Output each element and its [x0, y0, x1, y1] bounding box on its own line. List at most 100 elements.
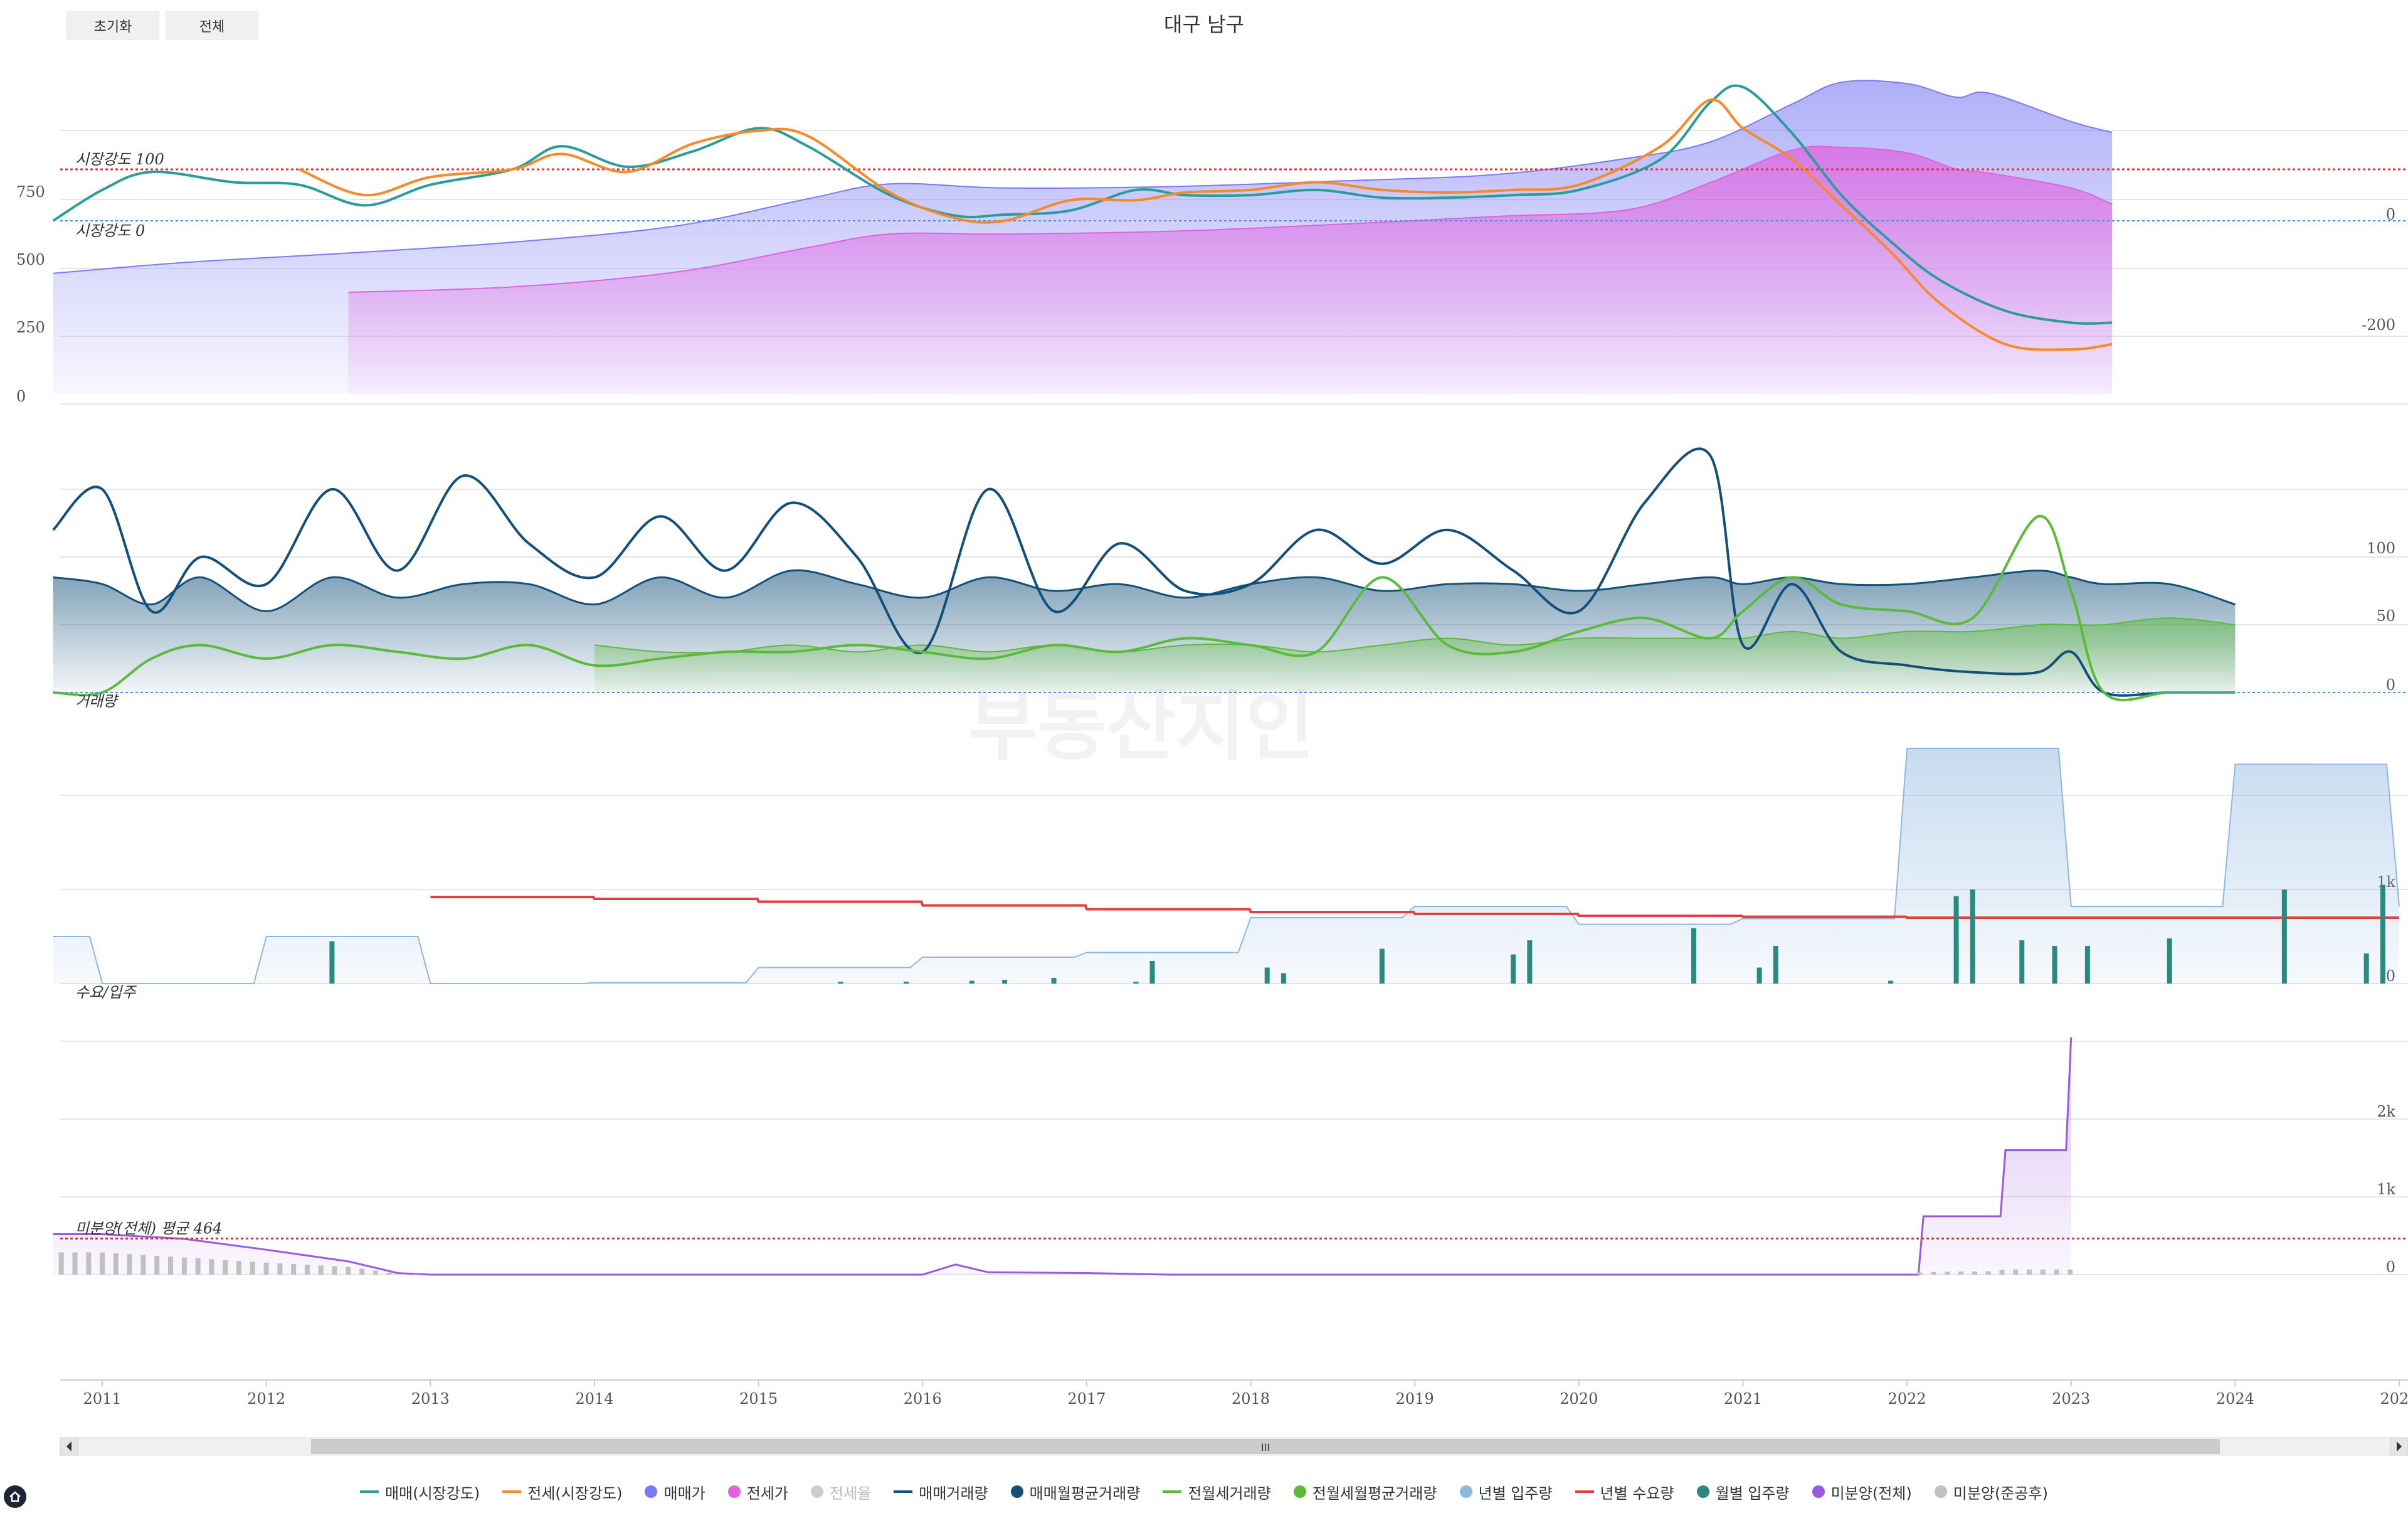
- monthly-supply-bar: [1888, 980, 1893, 984]
- legend-item[interactable]: 년별 입주량: [1459, 1481, 1553, 1503]
- scrollbar-thumb[interactable]: [311, 1439, 2220, 1454]
- unsold-total-area: [53, 1037, 2071, 1275]
- jeonse-price-line: [348, 146, 2113, 293]
- monthly-supply-bar: [1051, 978, 1057, 984]
- monthly-supply-bar: [1527, 940, 1533, 984]
- x-tick-label: 2022: [1888, 1390, 1926, 1408]
- legend-item[interactable]: 전월세거래량: [1163, 1481, 1271, 1503]
- all-button[interactable]: 전체: [166, 11, 258, 40]
- legend-item[interactable]: 전세(시장강도): [502, 1481, 622, 1503]
- monthly-supply-bar: [1511, 954, 1516, 984]
- x-tick-label: 2012: [247, 1390, 285, 1408]
- x-tick-label: 2023: [2052, 1390, 2090, 1408]
- unsold-completed-bar: [304, 1265, 310, 1275]
- x-tick-label: 2014: [575, 1390, 613, 1408]
- monthly-supply-bar: [1970, 889, 1975, 984]
- scroll-left-icon: [66, 1441, 71, 1452]
- price-panel: 750 500 250 0 0 -200 시장강도 100 시장강도 0: [16, 80, 2408, 405]
- unsold-panel: 2k 1k 0 미분양(전체) 평균 464: [53, 1037, 2408, 1276]
- unsold-completed-bar: [236, 1261, 242, 1275]
- x-tick-label: 2013: [411, 1390, 450, 1408]
- x-tick-label: 2011: [83, 1390, 122, 1408]
- x-tick-label: 2021: [1724, 1390, 1762, 1408]
- monthly-supply-bar: [1953, 896, 1959, 984]
- x-tick-label: 2016: [904, 1390, 942, 1408]
- monthly-supply-bar: [2363, 953, 2369, 984]
- legend-item[interactable]: 년별 수요량: [1575, 1481, 1674, 1503]
- reset-button[interactable]: 초기화: [66, 11, 159, 40]
- legend-label: 미분양(준공후): [1953, 1484, 2048, 1502]
- unsold-completed-bar: [181, 1257, 187, 1275]
- scroll-right-icon: [2397, 1441, 2402, 1452]
- range-scrollbar: III: [60, 1437, 2408, 1456]
- legend-label: 년별 입주량: [1478, 1484, 1553, 1502]
- left-tick-label: 750: [16, 183, 45, 201]
- monthly-supply-bar: [1379, 948, 1385, 984]
- legend-label: 년별 수요량: [1600, 1484, 1674, 1502]
- x-tick-label: 2024: [2216, 1390, 2254, 1408]
- sale-avg-volume-line: [53, 569, 2236, 612]
- strength-0-label: 시장강도 0: [75, 222, 145, 240]
- monthly-supply-bar: [2167, 938, 2172, 984]
- legend-item[interactable]: 미분양(전체): [1812, 1481, 1912, 1503]
- unsold-completed-bar: [168, 1256, 174, 1275]
- legend-item[interactable]: 매매월평균거래량: [1010, 1481, 1141, 1503]
- legend-item[interactable]: 미분양(준공후): [1934, 1481, 2048, 1503]
- home-logo-icon[interactable]: [4, 1485, 26, 1508]
- right-tick-label: 100: [2367, 539, 2395, 557]
- legend-item[interactable]: 매매가: [645, 1481, 705, 1503]
- sale-strength-line: [52, 84, 2113, 325]
- volume-panel: 100 50 0 거래량 부동산지인: [52, 447, 2408, 771]
- unsold-completed-bar: [127, 1254, 132, 1275]
- unsold-completed-bar: [386, 1272, 392, 1275]
- legend-label: 매매월평균거래량: [1029, 1484, 1141, 1502]
- legend-item[interactable]: 전세율: [810, 1481, 871, 1503]
- legend-label: 매매(시장강도): [385, 1484, 480, 1502]
- unsold-completed-bar: [2013, 1269, 2019, 1275]
- sale-volume-line: [52, 447, 2236, 697]
- legend-dot-icon: [1934, 1485, 1947, 1498]
- right-tick-label: 50: [2376, 607, 2395, 625]
- scroll-left-button[interactable]: [60, 1437, 78, 1456]
- chart-legend: 매매(시장강도) 전세(시장강도) 매매가 전세가 전세율 매매거래량 매매월평균거래량 전월…: [0, 1479, 2408, 1504]
- unsold-completed-bar: [1931, 1271, 1936, 1275]
- unsold-completed-bar: [1945, 1271, 1950, 1275]
- legend-line-icon: [1575, 1490, 1594, 1493]
- scrollbar-grip: III: [1261, 1441, 1270, 1453]
- unsold-completed-bar: [2054, 1269, 2059, 1275]
- unsold-completed-bar: [86, 1252, 92, 1275]
- legend-item[interactable]: 매매(시장강도): [360, 1481, 480, 1503]
- unsold-completed-bar: [1958, 1271, 1964, 1275]
- unsold-completed-bar: [195, 1258, 201, 1275]
- unsold-completed-bar: [113, 1253, 119, 1275]
- legend-item[interactable]: 전월세월평균거래량: [1293, 1481, 1437, 1503]
- monthly-supply-bar: [1773, 946, 1778, 984]
- unsold-average-label: 미분양(전체) 평균 464: [75, 1219, 222, 1237]
- legend-label: 매매가: [663, 1484, 705, 1502]
- unsold-completed-bar: [2067, 1269, 2073, 1275]
- legend-item[interactable]: 월별 입주량: [1696, 1481, 1790, 1503]
- legend-dot-icon: [1696, 1485, 1709, 1498]
- unsold-completed-bar: [1985, 1271, 1991, 1275]
- legend-label: 전월세거래량: [1188, 1484, 1271, 1502]
- monthly-supply-bar: [969, 980, 974, 984]
- unsold-completed-bar: [154, 1255, 160, 1275]
- unsold-completed-bar: [332, 1266, 337, 1275]
- unsold-completed-bar: [277, 1263, 283, 1275]
- annual-demand-line: [430, 896, 2399, 919]
- unsold-completed-bar: [400, 1273, 406, 1275]
- chart-title: 대구 남구: [1164, 13, 1244, 36]
- legend-item[interactable]: 매매거래량: [894, 1481, 988, 1503]
- sale-price-line: [53, 80, 2113, 274]
- monthly-supply-bar: [1264, 967, 1270, 984]
- unsold-completed-bar: [223, 1260, 228, 1275]
- unsold-completed-bar: [72, 1252, 78, 1275]
- legend-label: 매매거래량: [919, 1484, 988, 1502]
- legend-item[interactable]: 전세가: [727, 1481, 788, 1503]
- legend-dot-icon: [645, 1485, 658, 1498]
- legend-line-icon: [1163, 1490, 1182, 1493]
- right-tick-label: -200: [2362, 316, 2395, 334]
- unsold-completed-bar: [209, 1259, 214, 1275]
- x-tick-label: 2019: [1396, 1390, 1434, 1408]
